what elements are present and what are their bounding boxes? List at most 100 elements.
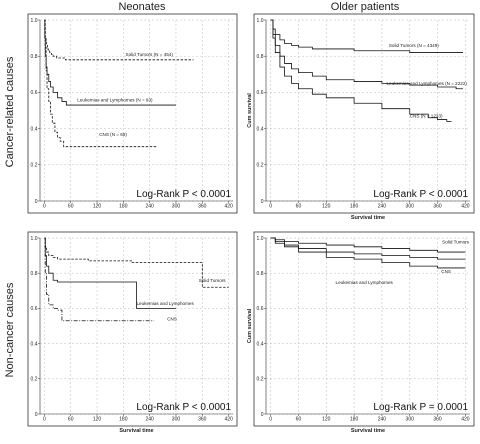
panel-bottom-right-x-tick-label: 240 [378, 417, 387, 423]
panel-bottom-left-x-tick-label: 420 [224, 417, 233, 423]
panel-top-left-x-tick-label: 300 [172, 204, 181, 210]
panel-top-right-x-tick-label: 360 [433, 204, 442, 210]
panel-bottom-right-series-2-line [270, 237, 466, 269]
panel-top-right-series-label: Solid Tumors (N = 4349) [389, 43, 439, 48]
panel-top-left-series-2-line [44, 19, 157, 148]
panel-top-left: 0 60 120 180 240 300 360 420 0 0.2 0.4 0.6 0.8 1.0 Sol… [27, 13, 238, 214]
panel-bottom-left-series-label: Solid Tumors [199, 278, 227, 283]
column-title-neonates: Neonates [118, 1, 166, 13]
panel-bottom-left-series-1-line [44, 237, 176, 309]
panel-top-right-x-axis-label: Survival time [351, 215, 385, 221]
panel-top-left-x-tick-label: 180 [119, 204, 128, 210]
panel-top-left-x-tick-label: 360 [198, 204, 207, 210]
panel-top-right-x-tick-label: 120 [322, 204, 331, 210]
panel-bottom-right-frame [253, 231, 475, 427]
row-title-cancer-related: Cancer-related causes [4, 56, 16, 167]
panel-bottom-right-series-label: Solid Tumors [442, 239, 470, 244]
panel-bottom-left-y-tick-label: 0.8 [31, 271, 38, 277]
row-title-non-cancer: Non-cancer causes [4, 282, 16, 377]
panel-bottom-left-x-tick-label: 120 [93, 417, 102, 423]
panel-bottom-left-frame [27, 231, 238, 427]
panel-bottom-right-series-label: Leukemias and Lymphomes [336, 280, 394, 285]
panel-bottom-left-log-rank: Log-Rank P < 0.0001 [136, 402, 231, 413]
panel-top-left-series-label: CNS (N = 68) [99, 132, 127, 137]
panel-bottom-right-y-tick-label: 1.0 [257, 236, 264, 242]
panel-top-right-x-tick-label: 60 [296, 204, 302, 210]
panel-top-right: 0 60 120 180 240 300 360 420 0 0.2 0.4 0.6 0.8 1.0 Sur… [247, 13, 475, 221]
panel-top-left-x-tick-label: 120 [93, 204, 102, 210]
panel-bottom-right-x-tick-label: 120 [322, 417, 331, 423]
panel-top-right-series-0-line [270, 19, 464, 53]
panel-bottom-left-x-tick-label: 300 [172, 417, 181, 423]
panel-bottom-right-series-0-line [270, 237, 466, 253]
panel-top-left-series-0-line [44, 19, 194, 61]
panel-bottom-right-series-label: CNS [441, 269, 451, 274]
panel-top-right-x-tick-label: 180 [350, 204, 359, 210]
panel-top-right-series-label: Leukemias and Lymphomes (N = 2222) [387, 81, 468, 86]
panel-top-left-x-tick-label: 60 [68, 204, 74, 210]
panel-bottom-right-x-axis-label: Survival time [351, 428, 385, 434]
panel-bottom-right-x-tick-label: 180 [350, 417, 359, 423]
panel-top-right-y-tick-label: 0.8 [257, 54, 264, 60]
panel-bottom-right-y-tick-label: 0.4 [257, 341, 264, 347]
panel-top-left-series-label: Leukemias and Lymphomes (N = 93) [77, 97, 153, 102]
panel-bottom-left-y-tick-label: 0.6 [31, 306, 38, 312]
panel-bottom-right-y-tick-label: 0.6 [257, 306, 264, 312]
panel-bottom-left-series-0-line [44, 237, 229, 288]
panel-top-right-y-tick-label: 0.6 [257, 90, 264, 96]
panel-top-left-y-tick-label: 0.8 [31, 54, 38, 60]
panel-top-left-x-tick-label: 0 [43, 204, 46, 210]
panel-bottom-right-y-tick-label: 0 [261, 412, 264, 418]
panel-top-right-y-axis-label: Cum survival [247, 93, 253, 128]
panel-bottom-right-x-tick-label: 360 [433, 417, 442, 423]
panel-top-right-x-tick-label: 0 [269, 204, 272, 210]
panel-bottom-left: 0 60 120 180 240 300 360 420 0 0.2 0.4 0.6 0.8 1.0 Sur… [27, 231, 238, 434]
panel-top-left-series-label: Solid Tumors (N = 454) [126, 52, 174, 57]
panel-bottom-left-x-tick-label: 60 [68, 417, 74, 423]
panel-bottom-right-x-tick-label: 0 [269, 417, 272, 423]
panel-bottom-left-x-axis-label: Survival time [119, 428, 153, 434]
panel-top-left-y-tick-label: 0.4 [31, 126, 38, 132]
panel-top-right-x-tick-label: 240 [378, 204, 387, 210]
panel-bottom-left-x-tick-label: 360 [198, 417, 207, 423]
panel-top-right-series-label: CNS (N = 1233) [410, 114, 443, 119]
panel-top-right-y-tick-label: 1.0 [257, 18, 264, 24]
panel-bottom-left-series-2-line [44, 237, 155, 322]
panel-bottom-left-y-tick-label: 0 [35, 412, 38, 418]
panel-bottom-left-y-tick-label: 0.4 [31, 341, 38, 347]
panel-top-right-series-1-line [270, 19, 464, 90]
panel-top-left-series-1-line [44, 19, 176, 106]
panel-bottom-right-x-tick-label: 420 [461, 417, 470, 423]
panel-top-left-frame [27, 13, 238, 214]
panel-top-left-y-tick-label: 0 [35, 199, 38, 205]
panel-bottom-left-y-tick-label: 0.2 [31, 377, 38, 383]
panel-bottom-right-series-1-line [270, 237, 466, 260]
panels: 0 60 120 180 240 300 360 420 0 0.2 0.4 0.6 0.8 1.0 Sol… [27, 13, 475, 434]
panel-top-right-y-tick-label: 0 [261, 199, 264, 205]
panel-bottom-right-x-tick-label: 60 [296, 417, 302, 423]
panel-bottom-left-y-tick-label: 1.0 [31, 236, 38, 242]
panel-top-right-log-rank: Log-Rank P < 0.0001 [373, 189, 468, 200]
panel-top-left-x-tick-label: 240 [145, 204, 154, 210]
panel-top-right-y-tick-label: 0.2 [257, 163, 264, 169]
panel-bottom-left-x-tick-label: 240 [145, 417, 154, 423]
panel-bottom-left-x-tick-label: 180 [119, 417, 128, 423]
panel-bottom-right: 0 60 120 180 240 300 360 420 0 0.2 0.4 0.6 0.8 1.0 Sur… [247, 231, 475, 434]
panel-bottom-right-y-tick-label: 0.8 [257, 271, 264, 277]
panel-top-right-x-tick-label: 420 [461, 204, 470, 210]
panel-top-left-y-tick-label: 0.6 [31, 90, 38, 96]
panel-top-left-x-tick-label: 420 [224, 204, 233, 210]
panel-top-right-y-tick-label: 0.4 [257, 126, 264, 132]
panel-top-left-y-tick-label: 0.2 [31, 163, 38, 169]
panel-bottom-right-y-axis-label: Cum survival [247, 308, 253, 343]
panel-bottom-left-series-label: Leukemias and Lymphomes [137, 301, 195, 306]
panel-top-left-y-tick-label: 1.0 [31, 18, 38, 24]
panel-bottom-left-x-tick-label: 0 [43, 417, 46, 423]
panel-bottom-right-y-tick-label: 0.2 [257, 377, 264, 383]
panel-bottom-right-log-rank: Log-Rank P = 0.0001 [373, 402, 468, 413]
panel-top-right-x-tick-label: 300 [406, 204, 415, 210]
column-title-older-patients: Older patients [331, 1, 400, 13]
panel-bottom-left-series-label: CNS [167, 317, 177, 322]
panel-top-right-series-2-line [270, 19, 452, 122]
